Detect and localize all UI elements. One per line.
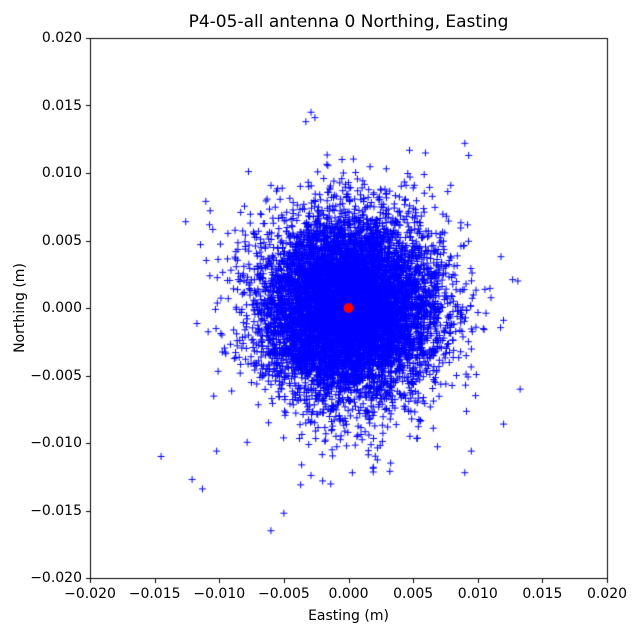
chart-title: P4-05-all antenna 0 Northing, Easting	[188, 12, 509, 32]
y-tick-label: 0.000	[41, 300, 82, 316]
x-tick-label: 0.000	[328, 586, 369, 602]
x-tick-label: 0.005	[393, 586, 434, 602]
y-tick-label: 0.005	[41, 232, 82, 249]
x-tick-label: 0.010	[457, 586, 498, 602]
y-tick-label: −0.005	[30, 367, 82, 384]
x-tick-label: 0.020	[586, 586, 628, 602]
y-tick-label: −0.020	[30, 570, 82, 586]
y-tick-label: −0.015	[30, 502, 82, 519]
y-tick-label: 0.020	[41, 30, 82, 46]
x-tick-label: 0.015	[522, 586, 563, 602]
y-tick-label: −0.010	[30, 435, 82, 451]
x-tick-label: −0.020	[64, 586, 116, 602]
x-tick-label: −0.015	[128, 586, 181, 602]
x-tick-label: −0.005	[257, 586, 310, 602]
x-axis-label: Easting (m)	[308, 608, 389, 624]
y-tick-label: 0.015	[41, 97, 82, 114]
y-tick-label: 0.010	[41, 165, 82, 181]
x-tick-label: −0.010	[193, 586, 246, 602]
